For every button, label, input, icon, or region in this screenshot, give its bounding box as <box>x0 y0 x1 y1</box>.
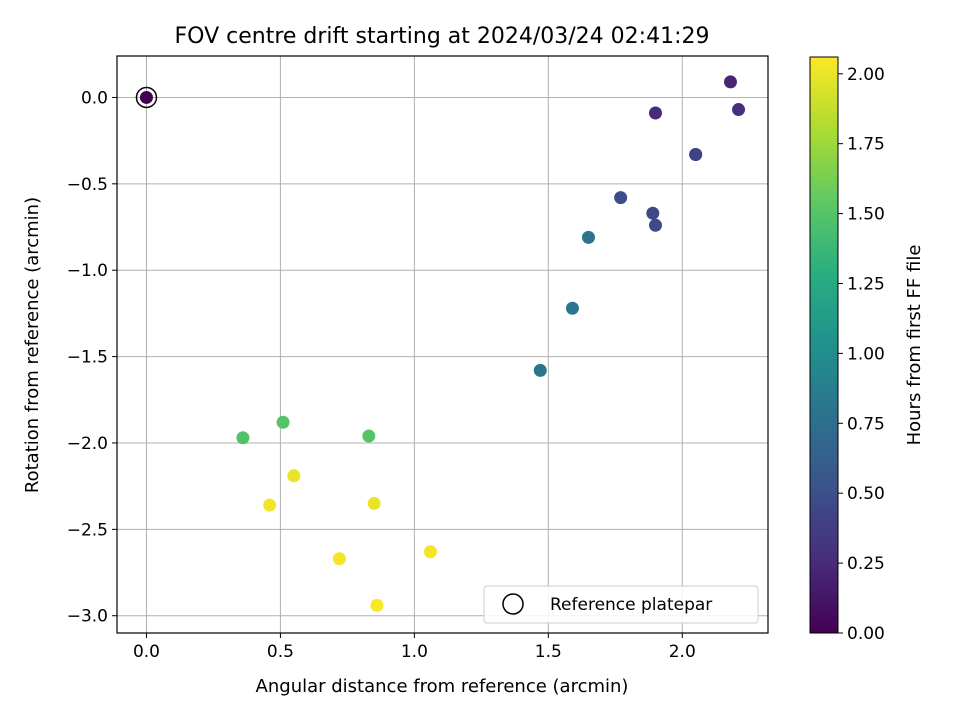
reference-marker <box>135 86 158 109</box>
colorbar-tick-label: 1.00 <box>847 344 885 364</box>
scatter-point <box>236 431 250 445</box>
y-tick-label: −1.5 <box>67 348 108 368</box>
colorbar-tick-label: 1.50 <box>847 205 885 225</box>
colorbar-tick-label: 0.75 <box>847 414 885 434</box>
legend: Reference platepar <box>483 585 759 624</box>
scatter-point <box>367 496 381 510</box>
scatter-point <box>533 363 547 377</box>
colorbar-tick-label: 0.25 <box>847 554 885 574</box>
chart-title: FOV centre drift starting at 2024/03/24 … <box>175 24 710 49</box>
legend-marker <box>502 593 524 615</box>
scatter-point <box>263 498 277 512</box>
grid-lines <box>117 56 768 633</box>
x-tick-label: 2.0 <box>669 642 696 662</box>
scatter-point <box>723 75 737 89</box>
colorbar-tick-label: 2.00 <box>847 65 885 85</box>
scatter-point <box>582 230 596 244</box>
x-axis-ticks: 0.0 0.5 1.0 1.5 2.0 <box>133 633 696 662</box>
plot-frame <box>116 55 769 634</box>
scatter-point <box>648 218 662 232</box>
scatter-point <box>287 469 301 483</box>
scatter-point <box>565 301 579 315</box>
colorbar-tick-label: 0.00 <box>847 624 885 644</box>
scatter-point <box>370 598 384 612</box>
scatter-point <box>732 103 746 117</box>
data-points <box>139 75 746 612</box>
x-tick-label: 1.5 <box>535 642 562 662</box>
legend-label: Reference platepar <box>550 595 712 615</box>
colorbar-ticks: 0.00 0.25 0.50 0.75 1.00 1.25 1.50 1.75 2.00 <box>838 65 885 644</box>
y-tick-label: −1.0 <box>67 261 108 281</box>
scatter-point <box>362 429 376 443</box>
colorbar-label: Hours from first FF file <box>904 245 925 446</box>
scatter-point <box>614 191 628 205</box>
scatter-point <box>689 147 703 161</box>
scatter-point <box>648 106 662 120</box>
y-tick-label: −0.5 <box>67 175 108 195</box>
y-tick-label: −2.0 <box>67 434 108 454</box>
scatter-point <box>139 90 153 104</box>
colorbar-tick-label: 1.25 <box>847 274 885 294</box>
scatter-point <box>423 545 437 559</box>
colorbar-tick-label: 0.50 <box>847 484 885 504</box>
x-tick-label: 1.0 <box>401 642 428 662</box>
colorbar-tick-label: 1.75 <box>847 135 885 155</box>
scatter-point <box>332 552 346 566</box>
reference-point <box>135 86 158 109</box>
scatter-point <box>276 415 290 429</box>
legend-box <box>483 585 759 624</box>
y-tick-label: −2.5 <box>67 520 108 540</box>
y-axis-label: Rotation from reference (arcmin) <box>22 197 43 493</box>
y-tick-label: 0.0 <box>81 88 108 108</box>
x-tick-label: 0.0 <box>133 642 160 662</box>
y-axis-ticks: 0.0 −0.5 −1.0 −1.5 −2.0 −2.5 −3.0 <box>67 88 117 627</box>
x-axis-label: Angular distance from reference (arcmin) <box>256 676 629 697</box>
scatter-point <box>646 206 660 220</box>
colorbar <box>809 56 839 634</box>
x-tick-label: 0.5 <box>267 642 294 662</box>
y-tick-label: −3.0 <box>67 607 108 627</box>
